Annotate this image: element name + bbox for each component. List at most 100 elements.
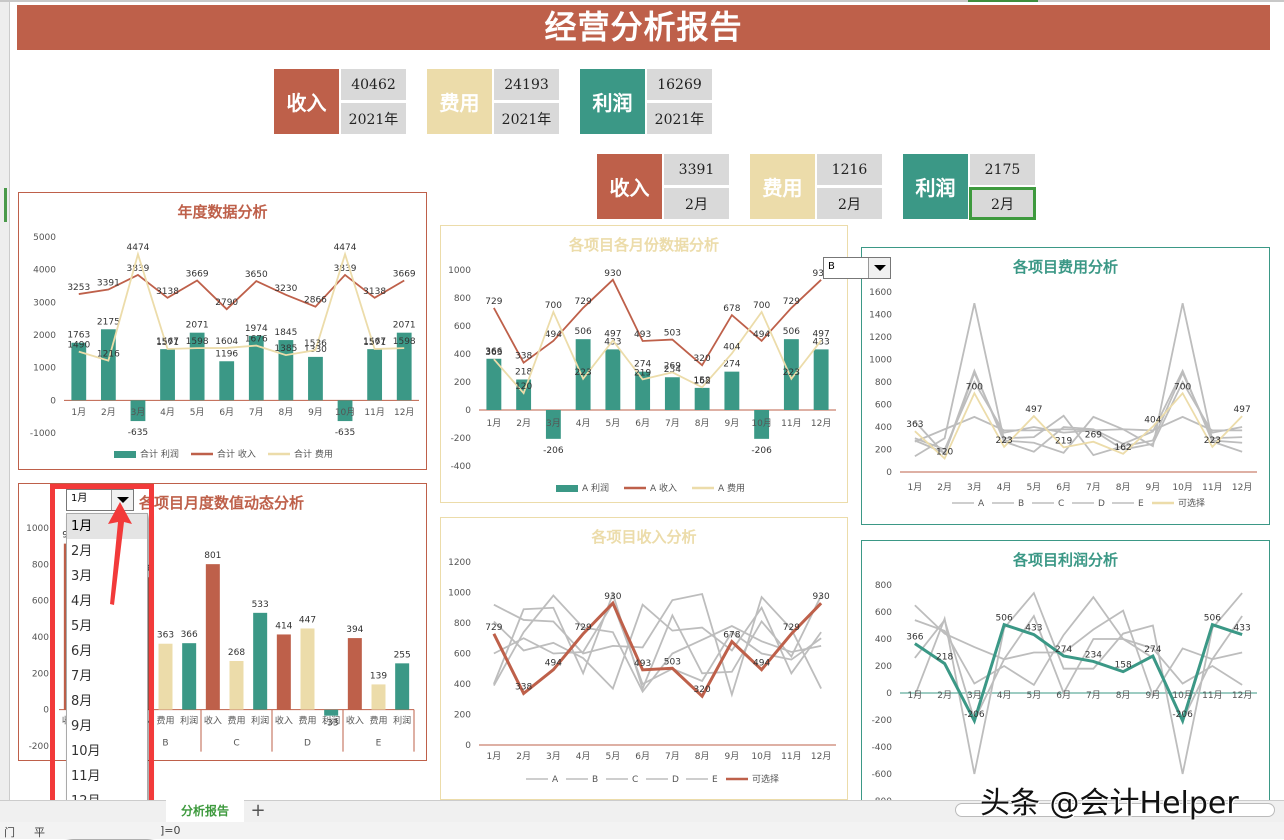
svg-text:C: C xyxy=(632,775,638,785)
svg-text:533: 533 xyxy=(252,600,269,610)
svg-text:400: 400 xyxy=(875,423,892,433)
chart-plot: -1000 0 1000 2000 3000 4000 5000 1763 2175 -635 15… xyxy=(30,233,419,460)
monthly-kpi-0: 收入 3391 2月 xyxy=(597,154,729,219)
svg-text:3月: 3月 xyxy=(131,407,146,418)
svg-text:利润: 利润 xyxy=(251,715,269,727)
status-text-count: ]=0 xyxy=(160,824,181,837)
kpi-period[interactable]: 2月 xyxy=(969,187,1036,220)
svg-text:223: 223 xyxy=(1204,436,1221,446)
svg-text:497: 497 xyxy=(604,329,621,339)
chart-profit-analysis[interactable]: 各项目利润分析 -800-600-400-2000200400600800366… xyxy=(861,540,1270,803)
kpi-period[interactable]: 2021年 xyxy=(341,103,406,134)
svg-text:12月: 12月 xyxy=(1232,690,1252,701)
kpi-label: 费用 xyxy=(427,69,492,134)
chart-title: 各项目月度数值动态分析 xyxy=(139,494,305,512)
sheet-tab-analysis-report[interactable]: 分析报告 xyxy=(166,800,244,822)
month-option[interactable]: 6月 xyxy=(71,644,93,659)
svg-text:800: 800 xyxy=(875,378,892,388)
svg-text:600: 600 xyxy=(454,650,471,660)
chart-revenue-analysis[interactable]: 各项目收入分析 0 200 400 600 800 1000 1200 729 338 494 72… xyxy=(440,517,848,800)
svg-text:-33: -33 xyxy=(324,719,339,729)
svg-text:414: 414 xyxy=(275,621,292,631)
kpi-period[interactable]: 2月 xyxy=(817,188,882,219)
annual-kpi-2: 利润 16269 2021年 xyxy=(580,69,712,134)
svg-text:-206: -206 xyxy=(543,446,564,456)
svg-text:4月: 4月 xyxy=(997,482,1012,493)
svg-text:800: 800 xyxy=(454,619,471,629)
svg-text:8月: 8月 xyxy=(279,407,294,418)
month-option[interactable]: 10月 xyxy=(71,744,101,759)
month-option[interactable]: 2月 xyxy=(71,544,93,559)
month-option[interactable]: 3月 xyxy=(71,569,93,584)
kpi-value[interactable]: 24193 xyxy=(494,69,559,100)
selected-column-marker xyxy=(968,0,1038,2)
month-option[interactable]: 11月 xyxy=(71,769,101,784)
svg-text:4月: 4月 xyxy=(997,690,1012,701)
kpi-period[interactable]: 2021年 xyxy=(494,103,559,134)
kpi-value[interactable]: 2175 xyxy=(970,154,1035,185)
chart-expense-analysis[interactable]: 各项目费用分析 0 200 400 600 800 1000 1200 1400 1600 363… xyxy=(861,247,1270,525)
svg-text:6月: 6月 xyxy=(1056,690,1071,701)
svg-text:-206: -206 xyxy=(964,710,985,720)
watermark: 头条 @会计Helper xyxy=(980,786,1239,821)
svg-text:费用: 费用 xyxy=(369,715,387,727)
month-selector-dropdown[interactable]: 1月 xyxy=(66,489,134,511)
month-option[interactable]: 9月 xyxy=(71,719,93,734)
kpi-period[interactable]: 2月 xyxy=(664,188,729,219)
svg-text:合计 收入: 合计 收入 xyxy=(217,448,256,460)
svg-text:10月: 10月 xyxy=(751,418,771,429)
svg-text:5月: 5月 xyxy=(606,751,621,762)
kpi-value[interactable]: 1216 xyxy=(817,154,882,185)
svg-text:200: 200 xyxy=(454,711,471,721)
month-option[interactable]: 4月 xyxy=(71,594,93,609)
kpi-value[interactable]: 16269 xyxy=(647,69,712,100)
svg-text:4月: 4月 xyxy=(576,751,591,762)
svg-text:3391: 3391 xyxy=(97,279,120,289)
svg-text:729: 729 xyxy=(575,297,592,307)
horizontal-scrollbar[interactable] xyxy=(955,803,1275,817)
svg-text:3253: 3253 xyxy=(67,283,90,293)
svg-text:255: 255 xyxy=(394,650,411,660)
dropdown-arrow-button[interactable] xyxy=(111,490,133,510)
svg-text:503: 503 xyxy=(664,657,681,667)
svg-text:600: 600 xyxy=(875,401,892,411)
svg-text:1567: 1567 xyxy=(156,337,179,347)
status-text-left: 门 xyxy=(4,826,15,839)
svg-text:320: 320 xyxy=(694,354,711,364)
svg-text:0: 0 xyxy=(886,689,892,699)
status-bar: 门 平 ]=0 xyxy=(0,822,1284,839)
month-option[interactable]: 8月 xyxy=(71,694,93,709)
svg-text:497: 497 xyxy=(813,329,830,339)
svg-text:11月: 11月 xyxy=(364,407,384,418)
svg-text:400: 400 xyxy=(32,633,49,643)
kpi-value[interactable]: 40462 xyxy=(341,69,406,100)
svg-text:5000: 5000 xyxy=(33,233,56,243)
kpi-period[interactable]: 2021年 xyxy=(647,103,712,134)
item-selector-dropdown[interactable]: B xyxy=(823,257,891,279)
svg-text:A 费用: A 费用 xyxy=(718,482,745,494)
svg-text:合计 利润: 合计 利润 xyxy=(140,448,179,460)
svg-text:4474: 4474 xyxy=(334,243,357,253)
chart-annual-analysis[interactable]: 年度数据分析 -1000 0 1000 2000 3000 4000 5000 1763 217… xyxy=(18,192,427,470)
svg-text:11月: 11月 xyxy=(1202,482,1222,493)
svg-text:200: 200 xyxy=(454,378,471,388)
month-option[interactable]: 7月 xyxy=(71,669,93,684)
item-selector-value: B xyxy=(828,261,835,272)
svg-text:B: B xyxy=(162,739,168,749)
kpi-value[interactable]: 3391 xyxy=(664,154,729,185)
month-option[interactable]: 1月 xyxy=(67,514,147,539)
svg-text:-206: -206 xyxy=(751,446,772,456)
svg-text:3138: 3138 xyxy=(156,287,179,297)
dropdown-arrow-button[interactable] xyxy=(868,258,890,278)
svg-text:可选择: 可选择 xyxy=(752,773,779,785)
add-sheet-button[interactable]: + xyxy=(250,800,266,821)
svg-text:729: 729 xyxy=(485,623,502,633)
svg-text:1月: 1月 xyxy=(71,407,86,418)
chart-item-monthly-analysis[interactable]: 各项目各月份数据分析 -400 -200 0 200 400 600 800 1000 366 2… xyxy=(440,225,848,503)
svg-text:2月: 2月 xyxy=(101,407,116,418)
svg-text:利润: 利润 xyxy=(322,715,340,727)
svg-text:1598: 1598 xyxy=(393,337,416,347)
month-option[interactable]: 5月 xyxy=(71,619,93,634)
kpi-label: 收入 xyxy=(597,154,662,219)
